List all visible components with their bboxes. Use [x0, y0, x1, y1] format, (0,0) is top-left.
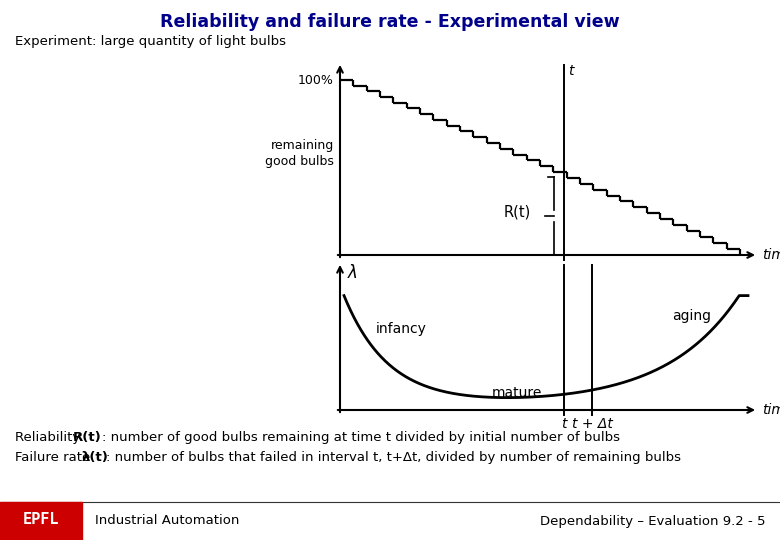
- Text: remaining
good bulbs: remaining good bulbs: [265, 139, 334, 167]
- Text: λ(t): λ(t): [82, 451, 109, 464]
- Text: Experiment: large quantity of light bulbs: Experiment: large quantity of light bulb…: [15, 35, 286, 48]
- Text: t + Δt: t + Δt: [572, 417, 612, 431]
- Text: Dependability – Evaluation 9.2 - 5: Dependability – Evaluation 9.2 - 5: [540, 515, 765, 528]
- Text: Reliability and failure rate - Experimental view: Reliability and failure rate - Experimen…: [160, 13, 620, 31]
- Bar: [0, 502, 82, 540]
- Text: infancy: infancy: [376, 322, 427, 336]
- Text: : number of good bulbs remaining at time t divided by initial number of bulbs: : number of good bulbs remaining at time…: [102, 431, 620, 444]
- Text: mature: mature: [492, 386, 542, 400]
- Text: 100%: 100%: [298, 73, 334, 86]
- Text: λ: λ: [348, 264, 358, 282]
- Text: Reliability: Reliability: [15, 431, 84, 444]
- Text: t: t: [568, 64, 573, 78]
- Text: : number of bulbs that failed in interval t, t+Δt, divided by number of remainin: : number of bulbs that failed in interva…: [106, 451, 681, 464]
- Text: aging: aging: [672, 309, 711, 323]
- Text: R(t): R(t): [73, 431, 101, 444]
- Text: Failure rate: Failure rate: [15, 451, 94, 464]
- Text: R(t): R(t): [504, 205, 531, 219]
- Text: t: t: [562, 417, 567, 431]
- Text: time: time: [762, 403, 780, 417]
- Text: EPFL: EPFL: [23, 512, 59, 528]
- Text: Industrial Automation: Industrial Automation: [95, 515, 239, 528]
- Text: time: time: [762, 248, 780, 262]
